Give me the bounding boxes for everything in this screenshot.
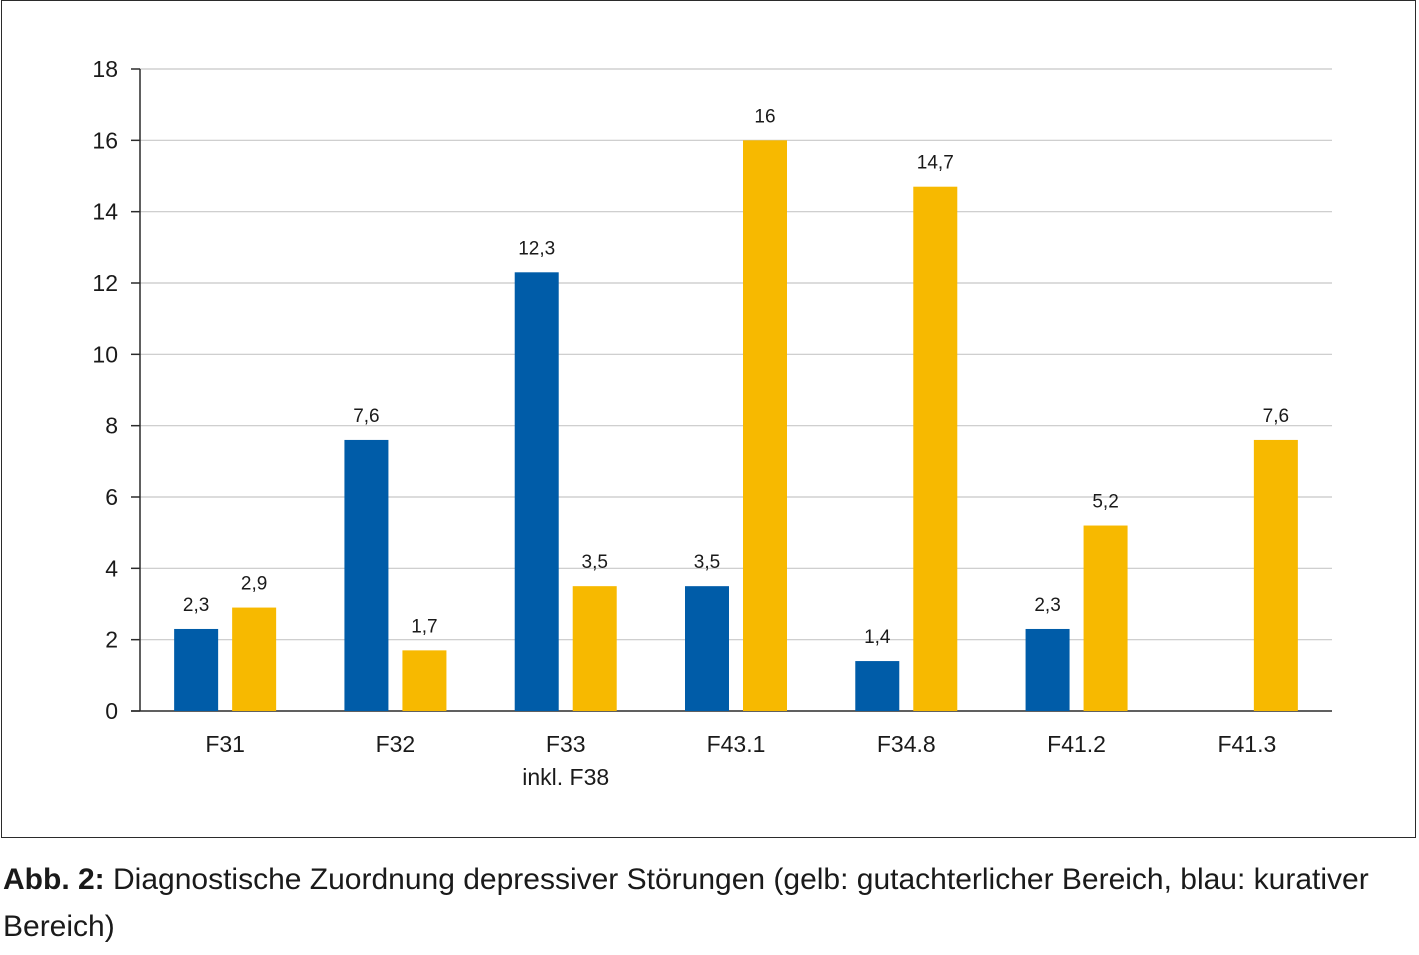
y-tick-label: 8 <box>105 413 118 439</box>
x-tick-label: inkl. F38 <box>522 764 609 790</box>
data-label: 16 <box>754 106 775 127</box>
bar <box>685 586 729 711</box>
x-tick-label: F34.8 <box>877 731 936 757</box>
y-tick-label: 14 <box>92 199 118 225</box>
bar <box>1083 525 1128 711</box>
bar <box>743 140 787 712</box>
data-label: 12,3 <box>518 238 555 259</box>
y-tick-label: 16 <box>92 127 118 153</box>
y-tick-label: 18 <box>92 56 118 82</box>
y-tick-label: 12 <box>92 270 118 296</box>
data-label: 7,6 <box>353 406 379 427</box>
x-tick-label: F43.1 <box>707 731 766 757</box>
bar <box>572 586 617 711</box>
x-tick-label: F41.3 <box>1217 731 1276 757</box>
x-tick-label: F31 <box>205 731 245 757</box>
data-label: 2,3 <box>183 595 209 616</box>
data-label: 1,7 <box>411 616 437 637</box>
x-tick-label: F41.2 <box>1047 731 1106 757</box>
bar <box>855 661 900 711</box>
y-tick-label: 10 <box>92 341 118 367</box>
bar <box>402 650 447 711</box>
data-label: 2,9 <box>241 574 267 595</box>
y-tick-label: 0 <box>105 698 118 724</box>
y-tick-label: 2 <box>105 627 118 653</box>
chart-frame <box>1 0 1416 838</box>
caption-prefix: Abb. 2: <box>3 863 105 896</box>
data-label: 1,4 <box>864 627 891 648</box>
bar <box>174 628 219 711</box>
x-tick-label: F32 <box>376 731 416 757</box>
bar <box>913 186 958 711</box>
caption-text: Diagnostische Zuordnung depressiver Stör… <box>3 863 1369 943</box>
data-label: 3,5 <box>694 552 720 573</box>
bar-chart: 0 2 4 6 8 10 12 14 16 18 2,3 2,9 F31 7,6 1,7 F32 12,3 3,5… <box>92 56 1332 790</box>
y-tick-label: 6 <box>105 484 118 510</box>
data-label: 5,2 <box>1092 492 1118 513</box>
bar <box>1253 439 1298 711</box>
bar <box>514 272 559 711</box>
figure-caption: Abb. 2: Diagnostische Zuordnung depressi… <box>3 856 1403 950</box>
bar <box>232 607 277 711</box>
data-label: 7,6 <box>1263 406 1289 427</box>
data-label: 3,5 <box>582 552 608 573</box>
bar <box>1025 628 1070 711</box>
bar <box>344 439 389 711</box>
data-label: 14,7 <box>917 153 954 174</box>
y-tick-label: 4 <box>105 555 118 581</box>
x-tick-label: F33 <box>546 731 586 757</box>
data-label: 2,3 <box>1034 595 1060 616</box>
